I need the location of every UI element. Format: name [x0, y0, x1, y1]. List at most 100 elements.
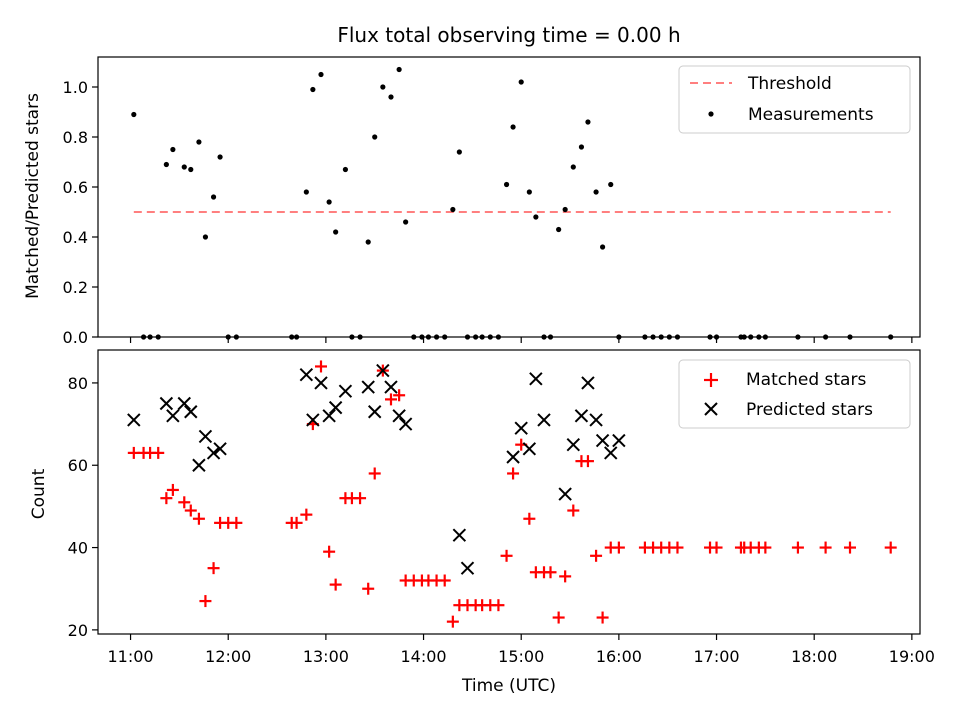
predicted-point	[612, 433, 626, 448]
matched-point	[207, 562, 220, 575]
predicted-point	[192, 458, 206, 472]
bottom-plot-frame	[97, 349, 921, 635]
y-tick-label: 0.8	[63, 128, 88, 147]
predicted-point	[589, 413, 603, 427]
matched-point	[354, 492, 367, 505]
predicted-point	[558, 487, 572, 501]
x-tick-label: 13:00	[303, 647, 349, 666]
measurement-point	[608, 181, 614, 188]
measurement-point	[372, 134, 378, 140]
matched-point	[552, 611, 565, 624]
predicted-point	[398, 417, 413, 431]
measurement-point	[217, 154, 223, 160]
matched-point	[384, 393, 397, 406]
predicted-point	[299, 367, 314, 382]
predicted-point	[306, 413, 320, 427]
x-tick-label: 19:00	[889, 647, 935, 666]
predicted-point	[198, 429, 213, 444]
matched-point	[160, 492, 173, 505]
matched-point	[596, 611, 609, 624]
measurement-point	[556, 226, 562, 233]
y-tick-label: 20	[68, 621, 88, 640]
bottom-ticks: 11:00 12:00 13:00 14:00 15:00 16:00 17:00 18:00…	[68, 374, 935, 666]
predicted-point	[213, 442, 227, 456]
matched-point	[791, 541, 804, 554]
top-plot-frame	[97, 56, 921, 338]
predicted-point	[177, 396, 191, 411]
x-tick-label: 11:00	[107, 647, 153, 666]
matched-point	[844, 541, 857, 554]
predicted-point	[529, 372, 543, 386]
matched-point	[166, 483, 179, 496]
legend-threshold-label: Threshold	[747, 74, 832, 94]
matched-point	[523, 512, 536, 525]
y-tick-label: 40	[68, 539, 88, 558]
measurement-point	[170, 146, 176, 153]
measurement-point	[303, 189, 309, 195]
measurement-point	[181, 164, 187, 170]
measurement-point	[533, 214, 539, 220]
measurement-point	[510, 124, 516, 130]
predicted-point	[506, 450, 520, 464]
measurement-point	[202, 234, 209, 240]
measurement-point	[503, 181, 510, 188]
matched-point	[671, 541, 684, 554]
measurement-point	[518, 79, 524, 85]
y-tick-label: 0.6	[63, 178, 88, 197]
predicted-point	[361, 380, 375, 394]
top-ticks: 0.0 0.2 0.4 0.6 0.8 1.0	[63, 78, 913, 347]
predicted-point	[522, 442, 537, 456]
measurement-point	[188, 166, 194, 173]
measurement-point	[593, 189, 599, 195]
legend-matched-swatch	[704, 373, 718, 387]
measurement-point	[562, 206, 568, 213]
measurement-point	[210, 194, 217, 200]
predicted-point	[514, 421, 528, 435]
predicted-point	[338, 384, 353, 398]
matched-point	[192, 512, 205, 525]
predicted-point	[460, 561, 475, 575]
top-panel: Flux total observing time = 0.00 h Match…	[23, 23, 921, 347]
legend-measurements-label: Measurements	[748, 105, 874, 125]
measurement-point	[578, 144, 585, 150]
predicted-point	[392, 409, 406, 423]
matched-point	[393, 389, 406, 402]
matched-point	[230, 516, 243, 529]
measurement-point	[403, 219, 409, 225]
matched-point	[884, 541, 897, 554]
measurement-point	[310, 86, 316, 93]
measurement-point	[450, 206, 456, 213]
y-tick-label: 0.0	[63, 328, 88, 347]
matched-point	[492, 599, 505, 612]
matched-point	[819, 541, 832, 554]
matched-point	[362, 582, 375, 595]
measurement-point	[570, 164, 576, 170]
bottom-xlabel: Time (UTC)	[461, 676, 556, 696]
legend-predicted-swatch	[704, 402, 718, 416]
measurement-point	[318, 71, 324, 78]
predicted-point	[452, 528, 467, 542]
predicted-point	[322, 409, 336, 423]
matched-point	[178, 496, 191, 509]
bottom-ylabel: Count	[29, 468, 49, 519]
matched-point	[500, 549, 513, 562]
top-legend-box	[678, 65, 911, 134]
matched-point	[300, 508, 313, 521]
matched-point	[507, 467, 520, 480]
predicted-point	[314, 376, 328, 390]
top-ylabel: Matched/Predicted stars	[23, 93, 43, 299]
x-tick-label: 17:00	[693, 647, 739, 666]
predicted-point	[574, 409, 589, 423]
matched-point	[559, 570, 572, 583]
predicted-point	[127, 413, 141, 427]
predicted-point	[537, 413, 551, 427]
matched-point	[152, 446, 165, 459]
x-tick-label: 18:00	[791, 647, 837, 666]
measurement-point	[163, 161, 169, 168]
legend-matched-label: Matched stars	[746, 370, 866, 390]
bottom-panel: Count Time (UTC) 11:00 12:00 13:00 14:00 15:…	[29, 349, 935, 696]
bottom-series-predicted	[127, 363, 626, 575]
matched-point	[329, 578, 342, 591]
legend-measurements-swatch	[708, 111, 714, 117]
